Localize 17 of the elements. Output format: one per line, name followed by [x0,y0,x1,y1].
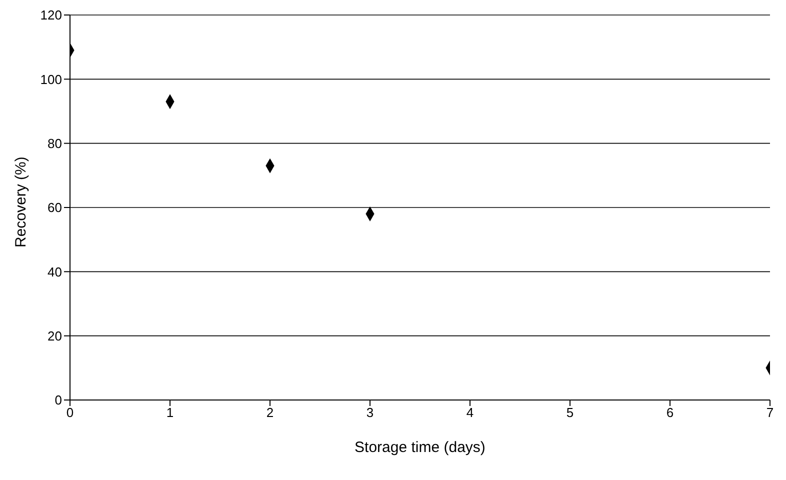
y-tick-label: 120 [40,8,62,23]
y-tick-label: 60 [48,200,62,216]
x-tick-label: 0 [66,405,74,420]
x-tick-label: 1 [166,405,174,420]
x-axis-title: Storage time (days) [354,439,486,456]
y-tick-label: 20 [48,328,62,344]
y-tick-label: 80 [48,136,62,151]
x-tick-label: 5 [566,405,574,420]
y-tick-label: 0 [54,392,62,408]
x-tick-label: 6 [666,405,674,420]
y-tick-label: 40 [48,264,62,280]
x-tick-label: 3 [366,405,374,420]
y-axis-title: Recovery (%) [12,156,30,248]
x-tick-label: 4 [466,405,474,420]
x-tick-label: 2 [266,405,274,420]
y-tick-label: 100 [40,72,62,87]
x-tick-label: 7 [766,405,774,420]
